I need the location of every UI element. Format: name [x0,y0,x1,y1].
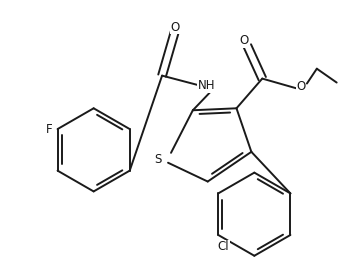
Text: O: O [296,80,306,93]
Text: O: O [240,35,249,48]
Text: S: S [155,153,162,166]
Text: F: F [46,123,53,135]
Text: Cl: Cl [217,240,229,253]
Text: NH: NH [198,79,216,92]
Text: O: O [170,21,180,34]
